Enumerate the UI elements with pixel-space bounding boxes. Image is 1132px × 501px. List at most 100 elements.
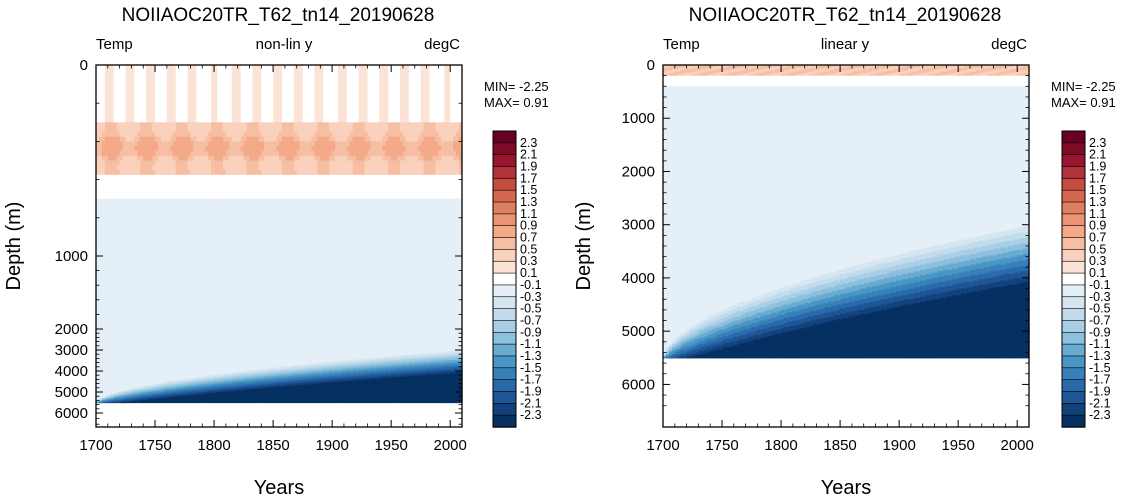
- contour-cell: [1011, 279, 1015, 286]
- contour-cell: [352, 376, 357, 379]
- contour-cell: [778, 333, 782, 359]
- contour-cell: [264, 387, 268, 404]
- contour-cell: [290, 381, 295, 385]
- contour-cell: [689, 86, 694, 328]
- contour-cell: [367, 373, 372, 376]
- contour-cell: [296, 385, 301, 404]
- contour-cell: [293, 383, 298, 386]
- contour-cell: [677, 71, 682, 75]
- contour-cell: [748, 328, 753, 334]
- contour-cell: [358, 365, 363, 368]
- contour-cell: [217, 122, 221, 138]
- right-max-value: MAX= 0.91: [1051, 95, 1116, 110]
- contour-cell: [314, 377, 318, 380]
- contour-cell: [305, 364, 310, 367]
- colorbar-label: 1.7: [520, 171, 537, 185]
- contour-cell: [335, 361, 339, 364]
- contour-cell: [379, 361, 383, 365]
- contour-cell: [364, 379, 369, 404]
- contour-cell: [961, 74, 965, 77]
- contour-cell: [990, 74, 995, 77]
- contour-cell: [169, 174, 174, 200]
- contour-cell: [190, 386, 194, 389]
- contour-cell: [837, 71, 841, 77]
- contour-cell: [113, 395, 118, 398]
- contour-cell: [987, 244, 992, 251]
- contour-cell: [931, 272, 936, 279]
- contour-cell: [361, 361, 366, 364]
- contour-cell: [379, 174, 383, 200]
- contour-cell: [305, 174, 310, 200]
- contour-cell: [825, 288, 829, 294]
- contour-cell: [940, 292, 944, 299]
- contour-cell: [964, 239, 968, 246]
- contour-cell: [450, 357, 454, 361]
- contour-cell: [769, 74, 773, 77]
- contour-cell: [875, 260, 880, 266]
- contour-cell: [258, 388, 262, 404]
- contour-cell: [981, 289, 986, 359]
- contour-cell: [978, 257, 983, 264]
- contour-cell: [346, 372, 351, 376]
- contour-cell: [211, 378, 215, 382]
- contour-cell: [281, 65, 286, 123]
- contour-cell: [128, 396, 133, 399]
- contour-cell: [214, 387, 218, 390]
- contour-cell: [122, 397, 127, 400]
- contour-cell: [999, 280, 1004, 288]
- contour-cell: [432, 361, 437, 365]
- contour-cell: [208, 389, 212, 393]
- contour-cell: [692, 349, 697, 355]
- contour-cell: [246, 385, 251, 389]
- contour-cell: [163, 122, 168, 142]
- contour-cell: [834, 271, 838, 278]
- contour-cell: [255, 383, 259, 386]
- contour-cell: [813, 296, 818, 302]
- contour-cell: [314, 155, 318, 162]
- contour-cell: [376, 367, 380, 371]
- contour-cell: [408, 358, 413, 362]
- contour-cell: [193, 174, 197, 200]
- contour-cell: [972, 291, 977, 359]
- contour-cell: [184, 390, 189, 394]
- contour-cell: [373, 372, 377, 376]
- contour-cell: [792, 316, 797, 322]
- contour-cell: [211, 136, 215, 157]
- contour-cell: [907, 288, 912, 295]
- contour-cell: [1002, 236, 1006, 243]
- contour-cell: [810, 86, 815, 279]
- contour-cell: [781, 305, 785, 311]
- contour-cell: [772, 72, 776, 77]
- contour-cell: [196, 385, 200, 389]
- contour-cell: [695, 345, 700, 351]
- contour-cell: [157, 395, 162, 398]
- contour-cell: [391, 375, 395, 379]
- contour-cell: [408, 369, 413, 373]
- contour-cell: [435, 131, 439, 142]
- contour-cell: [426, 362, 431, 365]
- contour-cell: [225, 389, 230, 393]
- contour-cell: [311, 382, 316, 385]
- contour-cell: [394, 366, 398, 370]
- contour-cell: [394, 364, 398, 368]
- contour-cell: [786, 65, 791, 67]
- contour-cell: [710, 315, 714, 320]
- contour-cell: [789, 331, 794, 359]
- contour-cell: [760, 307, 764, 314]
- contour-cell: [834, 75, 838, 87]
- contour-cell: [913, 292, 918, 299]
- contour-cell: [308, 198, 313, 365]
- contour-cell: [987, 74, 992, 77]
- contour-cell: [890, 72, 894, 77]
- contour-cell: [955, 268, 959, 275]
- contour-cell: [748, 320, 753, 326]
- contour-cell: [429, 174, 434, 200]
- contour-cell: [739, 339, 744, 344]
- contour-cell: [724, 347, 729, 359]
- contour-cell: [172, 198, 177, 382]
- contour-cell: [680, 67, 685, 71]
- contour-cell: [730, 86, 735, 307]
- contour-cell: [1008, 86, 1012, 231]
- contour-cell: [804, 68, 809, 74]
- contour-cell: [110, 65, 115, 123]
